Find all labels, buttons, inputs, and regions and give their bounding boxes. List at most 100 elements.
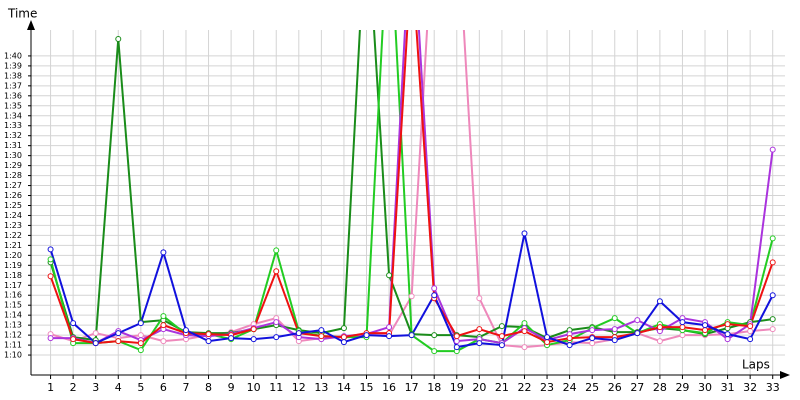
data-point <box>205 338 212 345</box>
y-tick-label: 1:32 <box>4 131 22 140</box>
data-point <box>747 323 754 330</box>
y-tick-label: 1:37 <box>4 81 22 90</box>
y-tick-label: 1:38 <box>4 71 22 80</box>
x-axis-arrow <box>780 371 790 379</box>
data-point <box>656 338 663 345</box>
data-point <box>521 344 528 351</box>
data-point <box>589 335 596 342</box>
x-tick-label: 28 <box>653 381 667 394</box>
x-tick-label: 4 <box>115 381 122 394</box>
data-point <box>476 340 483 347</box>
x-tick-label: 32 <box>743 381 757 394</box>
data-point <box>47 335 54 342</box>
y-tick-label: 1:16 <box>4 291 22 300</box>
y-tick-label: 1:12 <box>4 331 22 340</box>
x-tick-label: 8 <box>205 381 212 394</box>
y-tick-label: 1:20 <box>4 251 22 260</box>
data-point <box>544 339 551 346</box>
data-point <box>115 338 122 345</box>
y-tick-label: 1:30 <box>4 151 22 160</box>
data-point <box>250 326 257 333</box>
y-tick-label: 1:31 <box>4 141 22 150</box>
data-point <box>453 344 460 351</box>
data-point <box>724 336 731 343</box>
y-tick-label: 1:26 <box>4 191 22 200</box>
data-point <box>318 327 325 334</box>
data-point <box>70 320 77 327</box>
data-point <box>769 292 776 299</box>
data-point <box>769 146 776 153</box>
data-point <box>205 331 212 338</box>
data-point <box>386 272 393 279</box>
y-tick-label: 1:24 <box>4 211 22 220</box>
x-tick-label: 20 <box>472 381 486 394</box>
data-point <box>340 325 347 332</box>
y-tick-label: 1:28 <box>4 171 22 180</box>
data-point <box>769 259 776 266</box>
x-tick-label: 27 <box>630 381 644 394</box>
y-tick-label: 1:35 <box>4 101 22 110</box>
data-point <box>566 335 573 342</box>
data-point <box>656 298 663 305</box>
x-tick-label: 21 <box>495 381 509 394</box>
data-point <box>769 326 776 333</box>
y-tick-label: 1:34 <box>4 111 22 120</box>
y-tick-label: 1:18 <box>4 271 22 280</box>
x-tick-label: 6 <box>160 381 167 394</box>
data-point <box>386 333 393 340</box>
x-tick-label: 9 <box>228 381 235 394</box>
y-tick-label: 1:36 <box>4 91 22 100</box>
x-tick-label: 33 <box>766 381 780 394</box>
data-point <box>431 348 438 355</box>
data-point <box>137 340 144 347</box>
y-tick-label: 1:13 <box>4 321 22 330</box>
x-tick-label: 2 <box>70 381 77 394</box>
x-axis-label: Laps <box>742 358 770 372</box>
data-point <box>47 256 54 263</box>
data-point <box>137 332 144 339</box>
y-tick-label: 1:33 <box>4 121 22 130</box>
y-axis-arrow <box>27 20 35 30</box>
y-tick-label: 1:21 <box>4 241 22 250</box>
data-point <box>363 332 370 339</box>
data-point <box>634 317 641 324</box>
x-tick-label: 12 <box>292 381 306 394</box>
data-point <box>521 230 528 237</box>
series-line <box>50 30 774 345</box>
x-tick-label: 3 <box>92 381 99 394</box>
data-point <box>273 319 280 326</box>
data-point <box>115 35 122 42</box>
data-point <box>544 334 551 341</box>
x-tick-label: 15 <box>360 381 374 394</box>
x-tick-label: 25 <box>585 381 599 394</box>
data-point <box>634 330 641 337</box>
y-tick-label: 1:10 <box>4 351 22 360</box>
data-point <box>769 235 776 242</box>
y-tick-label: 1:39 <box>4 61 22 70</box>
data-point <box>769 316 776 323</box>
data-point <box>702 322 709 329</box>
data-point <box>137 347 144 354</box>
data-point <box>182 327 189 334</box>
x-tick-label: 13 <box>314 381 328 394</box>
data-point <box>92 330 99 337</box>
y-tick-label: 1:40 <box>4 51 22 60</box>
data-point <box>453 333 460 340</box>
y-tick-label: 1:27 <box>4 181 22 190</box>
data-point <box>295 330 302 337</box>
y-tick-label: 1:11 <box>4 341 22 350</box>
y-tick-label: 1:14 <box>4 311 22 320</box>
x-tick-label: 10 <box>247 381 261 394</box>
data-point <box>724 331 731 338</box>
data-point <box>679 324 686 331</box>
data-point <box>115 330 122 337</box>
x-tick-label: 23 <box>540 381 554 394</box>
y-tick-label: 1:22 <box>4 231 22 240</box>
data-point <box>160 313 167 320</box>
data-point <box>318 333 325 340</box>
data-point <box>340 334 347 341</box>
data-point <box>589 340 596 347</box>
data-point <box>566 342 573 349</box>
